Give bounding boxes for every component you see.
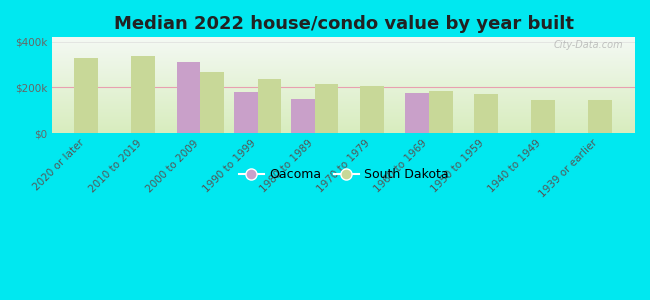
Bar <box>257 79 281 133</box>
Bar <box>474 94 498 133</box>
Bar <box>131 56 155 133</box>
Bar <box>75 58 98 133</box>
Bar <box>359 86 384 133</box>
Bar <box>177 62 200 133</box>
Bar <box>257 79 281 133</box>
Title: Median 2022 house/condo value by year built: Median 2022 house/condo value by year bu… <box>114 15 573 33</box>
Bar <box>530 100 554 133</box>
Bar <box>291 99 315 133</box>
Bar <box>428 91 452 133</box>
Bar <box>200 72 224 133</box>
Bar <box>315 84 339 133</box>
Bar <box>233 92 257 133</box>
Bar <box>200 72 224 133</box>
Bar <box>405 93 428 133</box>
Bar <box>291 99 315 133</box>
Bar <box>359 86 384 133</box>
Text: City-Data.com: City-Data.com <box>554 40 623 50</box>
Bar <box>315 84 339 133</box>
Bar <box>530 100 554 133</box>
Bar <box>588 100 612 133</box>
Bar <box>177 62 200 133</box>
Bar <box>428 91 452 133</box>
Bar <box>75 58 98 133</box>
Bar <box>131 56 155 133</box>
Legend: Oacoma, South Dakota: Oacoma, South Dakota <box>234 163 453 186</box>
Bar <box>233 92 257 133</box>
Bar <box>588 100 612 133</box>
Bar <box>405 93 428 133</box>
Bar <box>474 94 498 133</box>
